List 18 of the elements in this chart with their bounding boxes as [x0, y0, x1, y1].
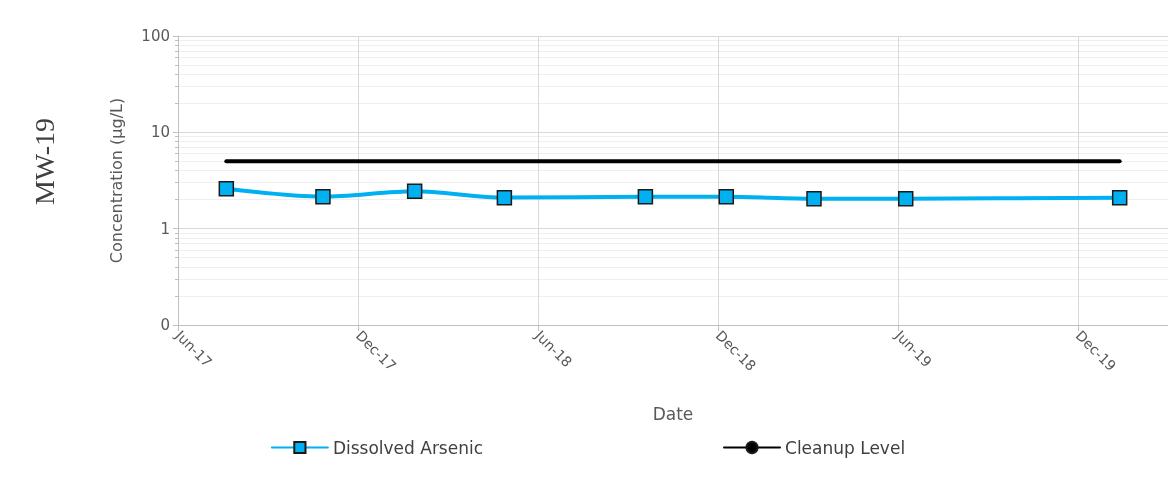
legend-label: Dissolved Arsenic — [332, 437, 484, 458]
point — [218, 180, 235, 197]
y-tick-label: 10 — [150, 123, 170, 142]
point — [1111, 189, 1128, 206]
point — [315, 188, 331, 205]
y-tick-label: 0 — [160, 316, 170, 334]
point — [806, 190, 822, 207]
y-axis-title: Concentration (µg/L) — [106, 97, 126, 264]
text: MW-19 — [28, 117, 60, 206]
point — [897, 190, 914, 207]
point — [496, 189, 513, 206]
y-tick-label: 100 — [141, 27, 170, 45]
legend-label: Cleanup Level — [785, 437, 906, 458]
point — [406, 183, 423, 199]
x-axis-title: Date — [652, 403, 694, 424]
point — [637, 188, 654, 205]
point — [718, 188, 734, 205]
y-tick-label: 1 — [160, 219, 170, 238]
